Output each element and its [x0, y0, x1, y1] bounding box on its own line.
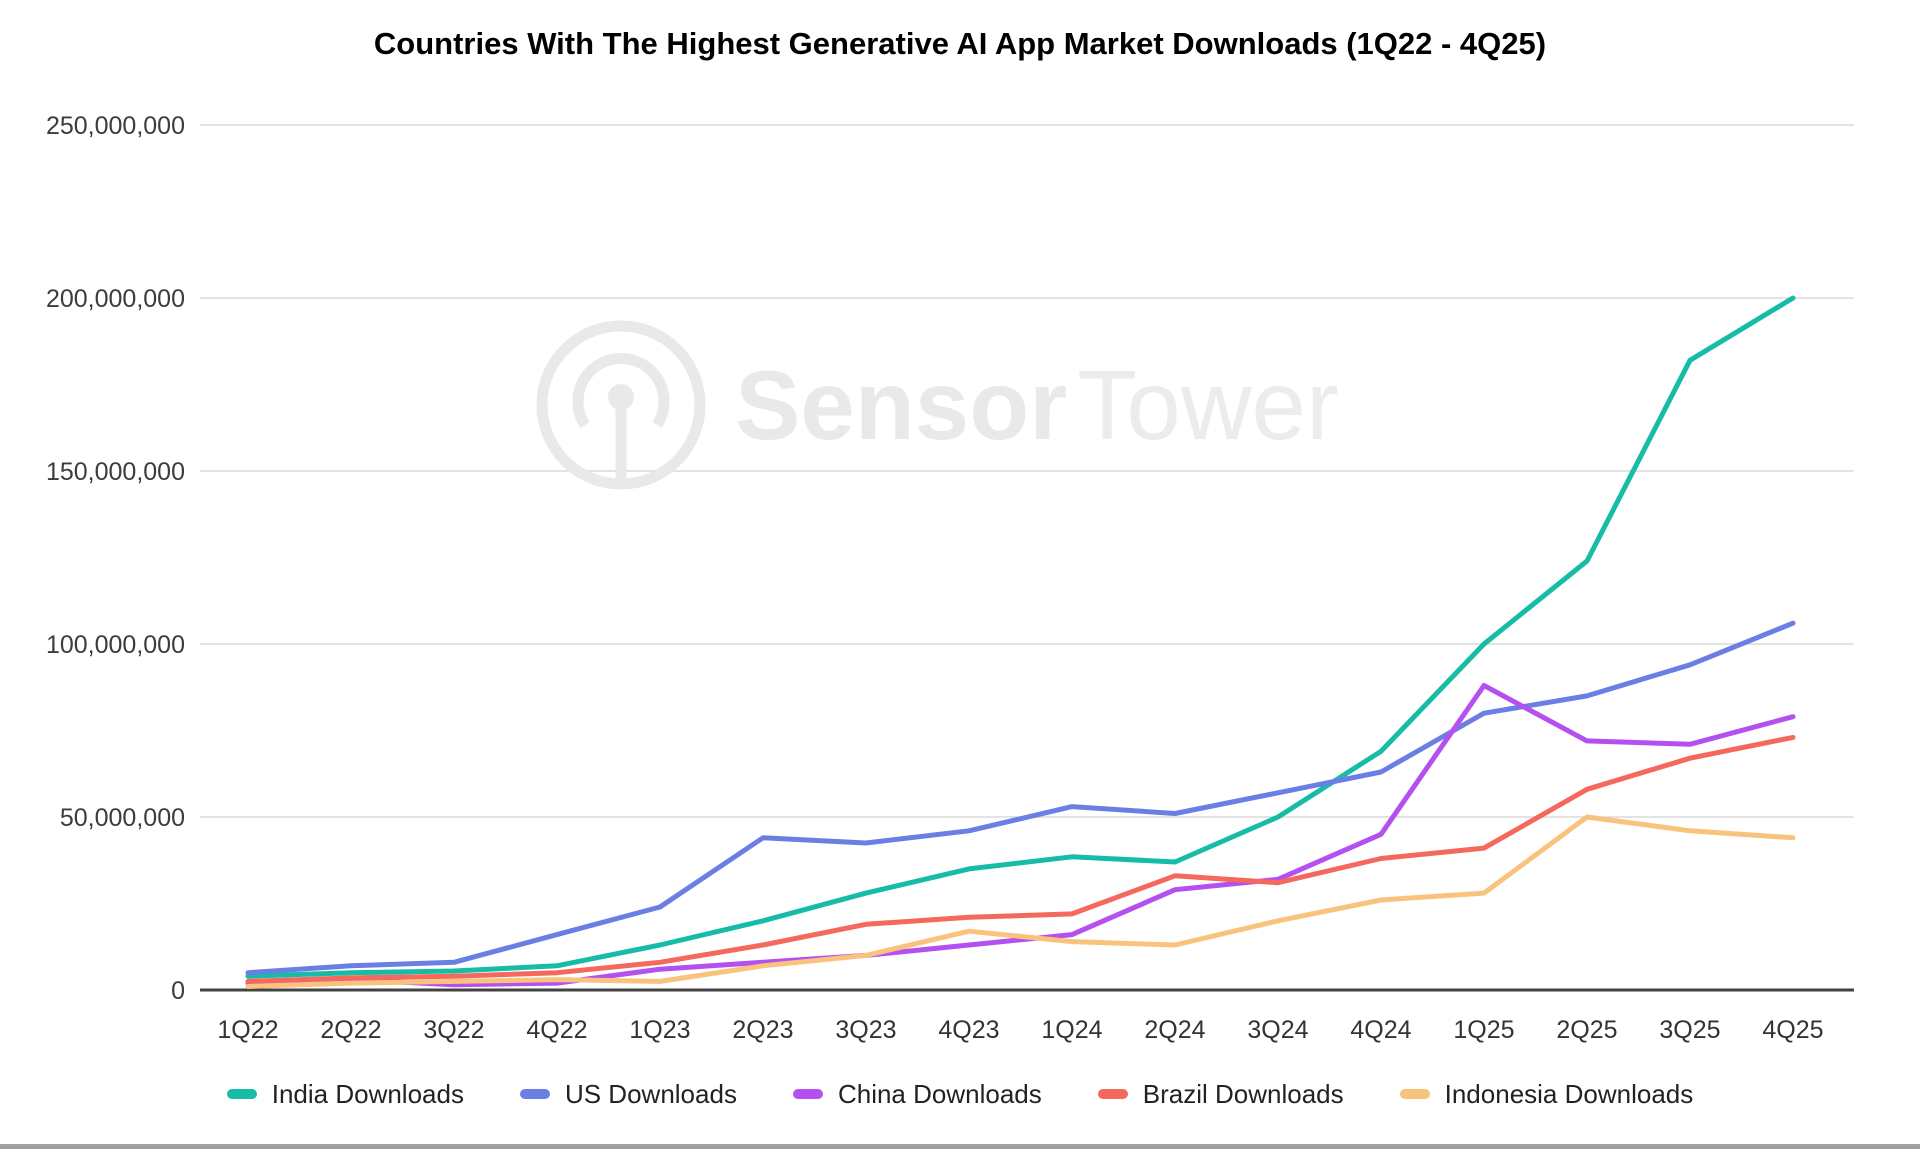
x-tick-label: 1Q24 — [1041, 1016, 1102, 1044]
legend-item-indonesia-downloads: Indonesia Downloads — [1399, 1078, 1694, 1110]
x-tick-label: 2Q23 — [732, 1016, 793, 1044]
chart-title: Countries With The Highest Generative AI… — [373, 26, 1547, 61]
x-tick-label: 1Q25 — [1453, 1016, 1514, 1044]
legend-item-us-downloads: US Downloads — [519, 1078, 737, 1110]
legend-label: China Downloads — [837, 1078, 1042, 1109]
x-tick-label: 1Q23 — [629, 1016, 690, 1044]
x-tick-label: 3Q24 — [1247, 1016, 1308, 1044]
legend-swatch-icon — [226, 1089, 257, 1099]
y-tick-label: 250,000,000 — [46, 112, 185, 140]
x-tick-label: 3Q25 — [1659, 1016, 1720, 1044]
y-tick-label: 50,000,000 — [60, 804, 185, 832]
y-tick-label: 200,000,000 — [46, 285, 185, 313]
y-tick-label: 150,000,000 — [46, 458, 185, 486]
x-tick-label: 2Q25 — [1556, 1016, 1617, 1044]
legend-swatch-icon — [1399, 1089, 1430, 1099]
series-line-us-downloads — [245, 620, 1796, 976]
x-tick-label: 4Q22 — [526, 1016, 587, 1044]
x-tick-label: 4Q24 — [1350, 1016, 1411, 1044]
x-tick-label: 1Q22 — [217, 1016, 278, 1044]
legend-label: US Downloads — [564, 1078, 737, 1109]
legend-item-brazil-downloads: Brazil Downloads — [1097, 1078, 1344, 1110]
legend-item-india-downloads: India Downloads — [226, 1078, 464, 1110]
series-line-china-downloads — [245, 683, 1796, 988]
x-tick-label: 3Q22 — [423, 1016, 484, 1044]
legend-swatch-icon — [519, 1089, 550, 1099]
x-tick-label: 2Q22 — [320, 1016, 381, 1044]
x-tick-label: 3Q23 — [835, 1016, 896, 1044]
series-line-brazil-downloads — [245, 734, 1796, 984]
y-tick-label: 100,000,000 — [46, 631, 185, 659]
legend-label: Brazil Downloads — [1142, 1078, 1344, 1109]
legend-label: India Downloads — [271, 1078, 464, 1109]
plot-area: 0 50,000,000 100,000,000 150,000,000 200,000… — [46, 112, 1854, 1044]
x-tick-label: 2Q24 — [1144, 1016, 1205, 1044]
legend: India Downloads US Downloads China Downloa… — [0, 1074, 1920, 1114]
x-tick-label: 4Q25 — [1762, 1016, 1823, 1044]
y-tick-label: 0 — [171, 977, 185, 1005]
legend-swatch-icon — [792, 1089, 823, 1099]
bottom-border — [0, 1144, 1920, 1149]
series-line-indonesia-downloads — [245, 814, 1796, 989]
legend-label: Indonesia Downloads — [1444, 1078, 1694, 1109]
legend-item-china-downloads: China Downloads — [792, 1078, 1042, 1110]
legend-swatch-icon — [1097, 1089, 1128, 1099]
x-tick-label: 4Q23 — [938, 1016, 999, 1044]
series-line-india-downloads — [245, 295, 1796, 979]
